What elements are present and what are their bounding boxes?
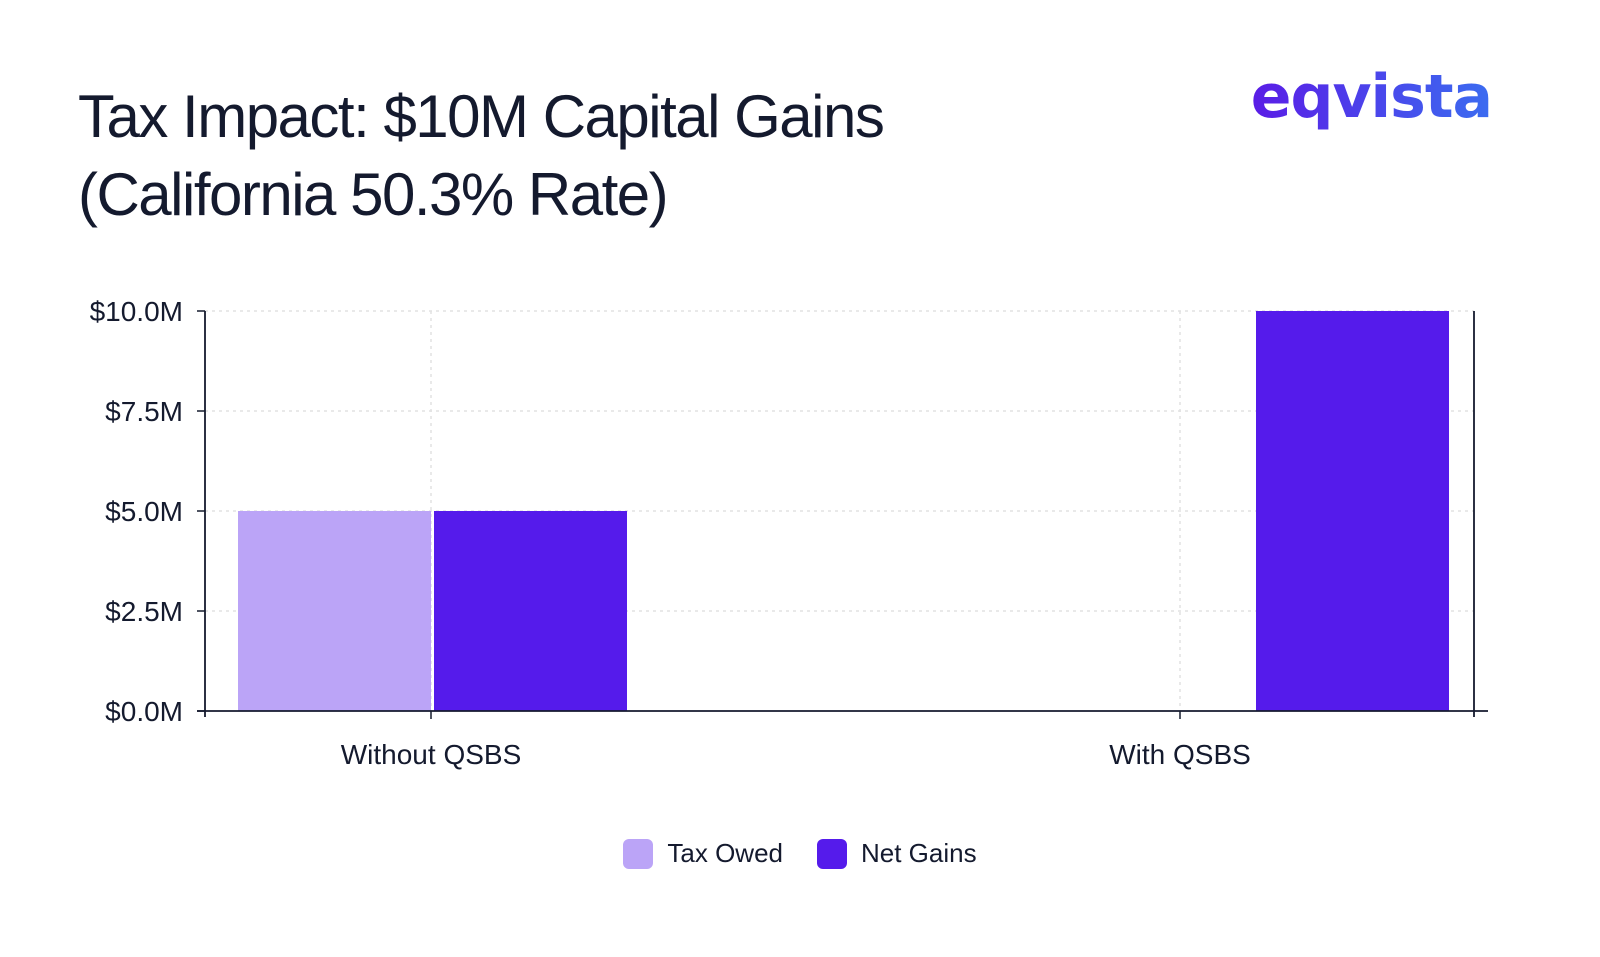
y-tick-label: $7.5M (105, 396, 183, 427)
chart-title-line-2: (California 50.3% Rate) (78, 161, 669, 228)
chart-legend: Tax Owed Net Gains (0, 838, 1600, 869)
y-tick-label: $10.0M (90, 296, 183, 327)
bar-tax-owed-without-qsbs (238, 511, 431, 711)
axes-layer (197, 310, 1488, 719)
x-category-label: With QSBS (1109, 739, 1251, 770)
legend-label-tax-owed: Tax Owed (667, 838, 783, 868)
eqvista-logo: eqvista (1250, 62, 1493, 132)
bars-layer (238, 311, 1449, 711)
chart-title: Tax Impact: $10M Capital Gains (Californ… (78, 78, 885, 234)
y-tick-label: $2.5M (105, 596, 183, 627)
legend-swatch-tax-owed (623, 838, 654, 869)
y-tick-label: $0.0M (105, 696, 183, 727)
legend-label-net-gains: Net Gains (861, 838, 977, 868)
x-category-label: Without QSBS (341, 739, 522, 770)
chart-title-line-1: Tax Impact: $10M Capital Gains (78, 83, 885, 150)
legend-item-tax-owed[interactable]: Tax Owed (623, 838, 783, 869)
y-tick-label: $5.0M (105, 496, 183, 527)
labels-layer: $0.0M $2.5M $5.0M $7.5M $10.0M Without QSBS Wi… (90, 296, 1251, 770)
legend-item-net-gains[interactable]: Net Gains (817, 838, 977, 869)
legend-swatch-net-gains (817, 838, 847, 869)
bar-net-gains-without-qsbs (434, 511, 627, 711)
bar-net-gains-with-qsbs (1256, 311, 1449, 711)
